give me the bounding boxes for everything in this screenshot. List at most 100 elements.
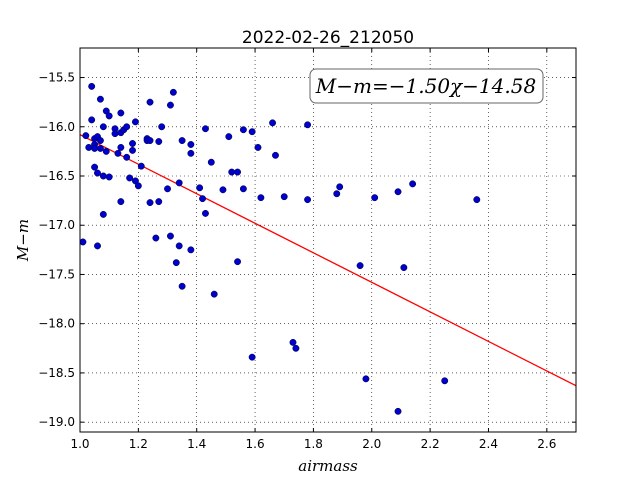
data-point <box>202 125 209 133</box>
y-tick-label: −18.0 <box>38 317 75 331</box>
x-tick-label: 2.0 <box>362 437 381 451</box>
data-point <box>164 185 171 193</box>
fit-line-layer <box>79 134 577 387</box>
y-axis-label: M−m <box>14 219 32 262</box>
data-point <box>210 290 218 298</box>
data-point <box>394 407 402 415</box>
data-point <box>257 194 265 202</box>
x-tick-label: 2.6 <box>537 437 556 451</box>
y-tick-label: −16.5 <box>38 169 75 183</box>
y-axis-ticks: −15.5 −16.0 −16.5 −17.0 −17.5 −18.0 −18.5 −19.0 <box>38 71 576 429</box>
x-tick-label: 2.2 <box>421 437 440 451</box>
data-point <box>175 179 183 187</box>
y-tick-label: −19.0 <box>38 415 75 429</box>
data-point <box>117 198 125 206</box>
data-point <box>400 264 408 272</box>
data-point <box>219 186 227 194</box>
data-point <box>96 95 104 103</box>
data-point <box>272 151 279 159</box>
data-point <box>304 196 312 204</box>
data-point <box>79 238 87 246</box>
data-point <box>172 259 180 267</box>
data-point <box>473 196 481 204</box>
data-point <box>123 153 131 161</box>
data-point <box>91 144 99 152</box>
data-point <box>207 158 215 166</box>
plot-frame <box>79 47 577 433</box>
data-point <box>99 172 107 180</box>
data-point <box>356 262 364 270</box>
data-point <box>82 132 90 140</box>
data-point <box>202 209 209 217</box>
data-point <box>269 119 277 127</box>
data-point <box>234 168 242 176</box>
x-tick-label: 1.2 <box>129 437 148 451</box>
data-point <box>146 137 154 145</box>
data-point <box>96 137 104 145</box>
data-point <box>114 149 122 157</box>
data-point <box>105 173 113 181</box>
data-point <box>228 168 236 176</box>
data-point <box>166 232 174 240</box>
annotation-frame <box>309 68 544 104</box>
data-point <box>129 140 136 147</box>
x-axis-label: airmass <box>298 457 358 475</box>
data-point <box>441 377 449 385</box>
y-tick-label: −16.0 <box>38 120 75 134</box>
data-point <box>146 199 154 207</box>
data-points <box>79 82 481 415</box>
data-point <box>117 109 125 117</box>
data-point <box>102 147 110 155</box>
data-point <box>371 194 379 202</box>
data-point <box>248 128 256 136</box>
data-point <box>333 190 341 198</box>
data-point <box>91 163 99 171</box>
data-point <box>134 182 142 190</box>
data-point <box>394 188 402 196</box>
data-point <box>94 169 101 177</box>
data-point <box>158 123 166 131</box>
data-point <box>117 143 125 151</box>
x-tick-label: 1.4 <box>187 437 206 451</box>
data-point <box>131 118 139 126</box>
x-tick-label: 1.6 <box>246 437 265 451</box>
data-point <box>94 242 101 250</box>
data-point <box>88 116 96 124</box>
data-point <box>234 258 242 266</box>
data-point <box>123 123 131 131</box>
data-point <box>137 162 145 170</box>
data-point <box>129 146 136 154</box>
x-tick-label: 1.8 <box>304 437 323 451</box>
data-point <box>292 344 300 352</box>
data-point <box>178 137 186 145</box>
fit-equation: M−m=−1.50χ−14.58 <box>315 74 536 98</box>
chart-title: 2022-02-26_212050 <box>242 28 414 48</box>
data-point <box>239 126 247 134</box>
data-point <box>175 242 183 250</box>
y-tick-label: −18.5 <box>38 366 75 380</box>
y-tick-label: −15.5 <box>38 71 75 85</box>
data-point <box>289 338 297 346</box>
data-point <box>187 246 195 254</box>
data-point <box>248 353 256 361</box>
data-point <box>155 198 163 206</box>
data-point <box>304 121 312 129</box>
grid-lines <box>80 48 576 432</box>
fit-line <box>79 134 577 387</box>
data-point <box>166 101 174 109</box>
data-point <box>146 98 154 106</box>
fit-annotation-box: M−m=−1.50χ−14.58 <box>309 68 544 104</box>
data-point <box>254 143 262 151</box>
x-tick-label: 1.0 <box>70 437 89 451</box>
data-point <box>88 82 96 90</box>
data-point <box>280 193 288 201</box>
x-axis-ticks: 1.0 1.2 1.4 1.6 1.8 2.0 2.2 2.4 2.6 <box>70 48 556 451</box>
y-tick-label: −17.0 <box>38 218 75 232</box>
data-point <box>187 149 195 157</box>
data-point <box>196 184 204 192</box>
data-point <box>96 144 104 152</box>
data-point <box>152 234 160 242</box>
data-point <box>199 195 206 203</box>
data-point <box>362 375 370 383</box>
